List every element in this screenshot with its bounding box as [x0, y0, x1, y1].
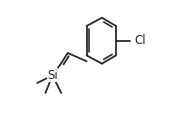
Text: Cl: Cl	[135, 34, 146, 47]
Text: Si: Si	[47, 69, 58, 82]
